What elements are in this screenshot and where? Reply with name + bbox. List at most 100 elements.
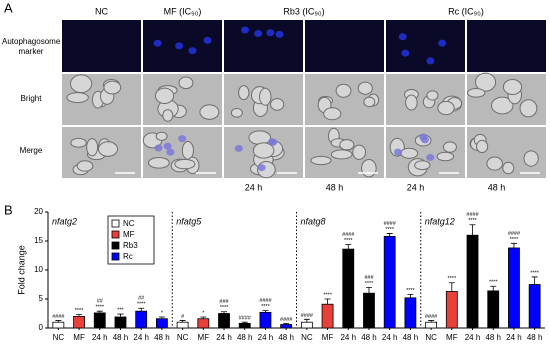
bar: [114, 316, 127, 329]
x-tick-label: 48 h: [403, 333, 419, 342]
y-tick-label: 5: [39, 294, 44, 303]
y-tick-label: 0: [39, 323, 44, 332]
cell: [69, 74, 93, 94]
significance: ****: [365, 281, 374, 287]
cell: [363, 96, 376, 108]
cell: [330, 149, 353, 160]
time-label: 24 h: [407, 182, 425, 192]
nucleus: [154, 144, 163, 152]
cell: [357, 81, 373, 95]
error-bar: [179, 320, 186, 323]
x-tick-label: 48 h: [278, 333, 294, 342]
cell: [270, 98, 285, 111]
bar: [73, 315, 85, 329]
nucleus: [203, 36, 212, 44]
error-bar: [510, 242, 517, 248]
cell: [148, 156, 170, 169]
cell: [310, 155, 332, 166]
panel-label: A: [4, 0, 13, 15]
significance: *: [202, 310, 205, 316]
nucleus: [188, 47, 197, 55]
cell: [103, 80, 122, 95]
cell: [70, 137, 87, 148]
cell: [400, 147, 419, 159]
cell: [259, 87, 272, 106]
micrograph: [467, 20, 546, 72]
nucleus: [178, 135, 187, 143]
cell: [475, 139, 489, 154]
cell: [178, 76, 194, 90]
significance: ****: [75, 308, 84, 314]
cell: [474, 72, 497, 92]
nucleus: [234, 144, 243, 152]
cell: [76, 160, 94, 172]
chart-title: nfatg2: [52, 216, 77, 226]
x-tick-label: 24 h: [382, 333, 398, 342]
nucleus: [426, 153, 435, 161]
x-tick-label: 24 h: [216, 333, 232, 342]
significance: ****: [137, 302, 146, 308]
y-tick-label: 20: [34, 207, 43, 216]
legend-label: NC: [123, 219, 135, 228]
bar: [466, 234, 479, 329]
nucleus: [269, 138, 278, 146]
cell: [154, 87, 175, 104]
bar: [259, 311, 272, 329]
column-header: Rb3 (IC₉₀): [283, 6, 324, 16]
x-tick-label: 24 h: [92, 333, 108, 342]
nucleus: [175, 42, 184, 50]
cell: [414, 160, 431, 171]
bar: [528, 284, 541, 329]
micrograph: [305, 20, 384, 72]
significance: ##: [138, 296, 145, 302]
significance: ****: [323, 292, 332, 298]
cell: [181, 140, 194, 160]
bar: [197, 318, 210, 329]
x-tick-label: 48 h: [485, 333, 501, 342]
significance: ****: [406, 288, 415, 294]
legend-label: Rb3: [123, 241, 138, 250]
legend-label: Rc: [123, 252, 133, 261]
y-tick-label: 10: [34, 265, 43, 274]
column-header: MF (IC₉₀): [164, 6, 202, 16]
significance: #: [181, 314, 185, 320]
cell: [442, 141, 457, 153]
significance: ****: [261, 304, 270, 310]
error-bar: [158, 316, 165, 319]
error-bar: [345, 244, 352, 250]
significance: ****: [344, 238, 353, 244]
significance: ####: [239, 316, 252, 322]
column-header: Rc (IC₉₀): [448, 6, 484, 16]
nucleus: [275, 30, 284, 38]
cell: [486, 156, 503, 171]
x-tick-label: MF: [322, 333, 334, 342]
error-bar: [531, 276, 538, 285]
significance: ####: [280, 317, 293, 323]
bar: [445, 291, 458, 329]
x-tick-label: 24 h: [340, 333, 356, 342]
cell: [86, 138, 99, 157]
significance: ##: [97, 299, 104, 305]
error-bar: [241, 321, 248, 324]
legend-swatch: [111, 241, 120, 250]
x-tick-label: 24 h: [506, 333, 522, 342]
error-bar: [96, 310, 103, 313]
legend-swatch: [111, 252, 120, 261]
x-tick-label: MF: [73, 333, 85, 342]
significance: ****: [95, 305, 104, 311]
row-label: Bright: [20, 94, 42, 103]
nucleus: [166, 148, 175, 156]
error-bar: [324, 298, 331, 305]
cell: [97, 141, 119, 157]
cell: [323, 107, 342, 121]
row-label: Merge: [19, 146, 43, 155]
significance: ****: [510, 237, 519, 243]
cell: [467, 88, 486, 98]
legend-swatch: [111, 230, 120, 239]
nucleus: [419, 133, 428, 141]
cell: [199, 104, 220, 120]
significance: *: [161, 310, 164, 316]
time-label: 48 h: [488, 182, 506, 192]
